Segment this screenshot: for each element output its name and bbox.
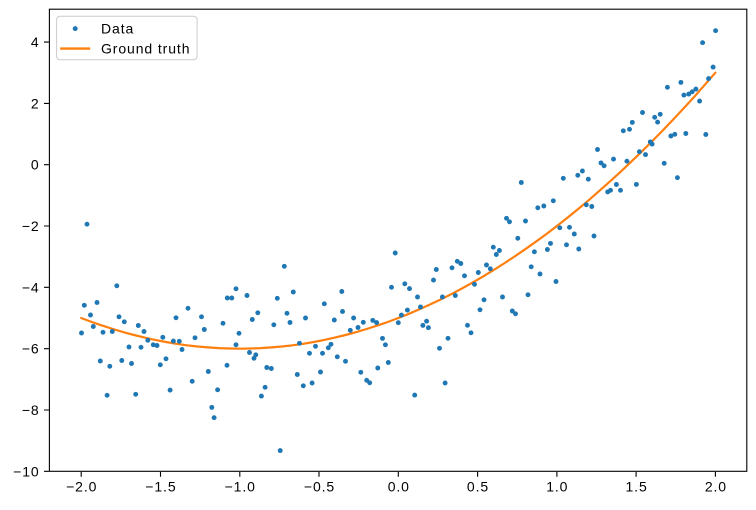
svg-text:0.5: 0.5 [467,478,489,494]
svg-text:2: 2 [31,95,40,111]
svg-text:Ground truth: Ground truth [101,41,190,57]
svg-text:4: 4 [31,34,40,50]
svg-text:−8: −8 [22,402,40,418]
svg-text:−1.0: −1.0 [225,478,256,494]
svg-text:−6: −6 [22,341,40,357]
svg-text:−10: −10 [13,463,39,479]
svg-text:Data: Data [101,21,134,37]
svg-text:−1.5: −1.5 [145,478,176,494]
svg-text:1.0: 1.0 [546,478,568,494]
svg-text:1.5: 1.5 [626,478,648,494]
svg-text:0: 0 [31,157,40,173]
svg-text:−2: −2 [22,218,40,234]
svg-text:−4: −4 [22,279,40,295]
svg-text:2.0: 2.0 [705,478,727,494]
svg-text:0.0: 0.0 [388,478,410,494]
svg-text:−2.0: −2.0 [66,478,97,494]
svg-text:−0.5: −0.5 [304,478,335,494]
